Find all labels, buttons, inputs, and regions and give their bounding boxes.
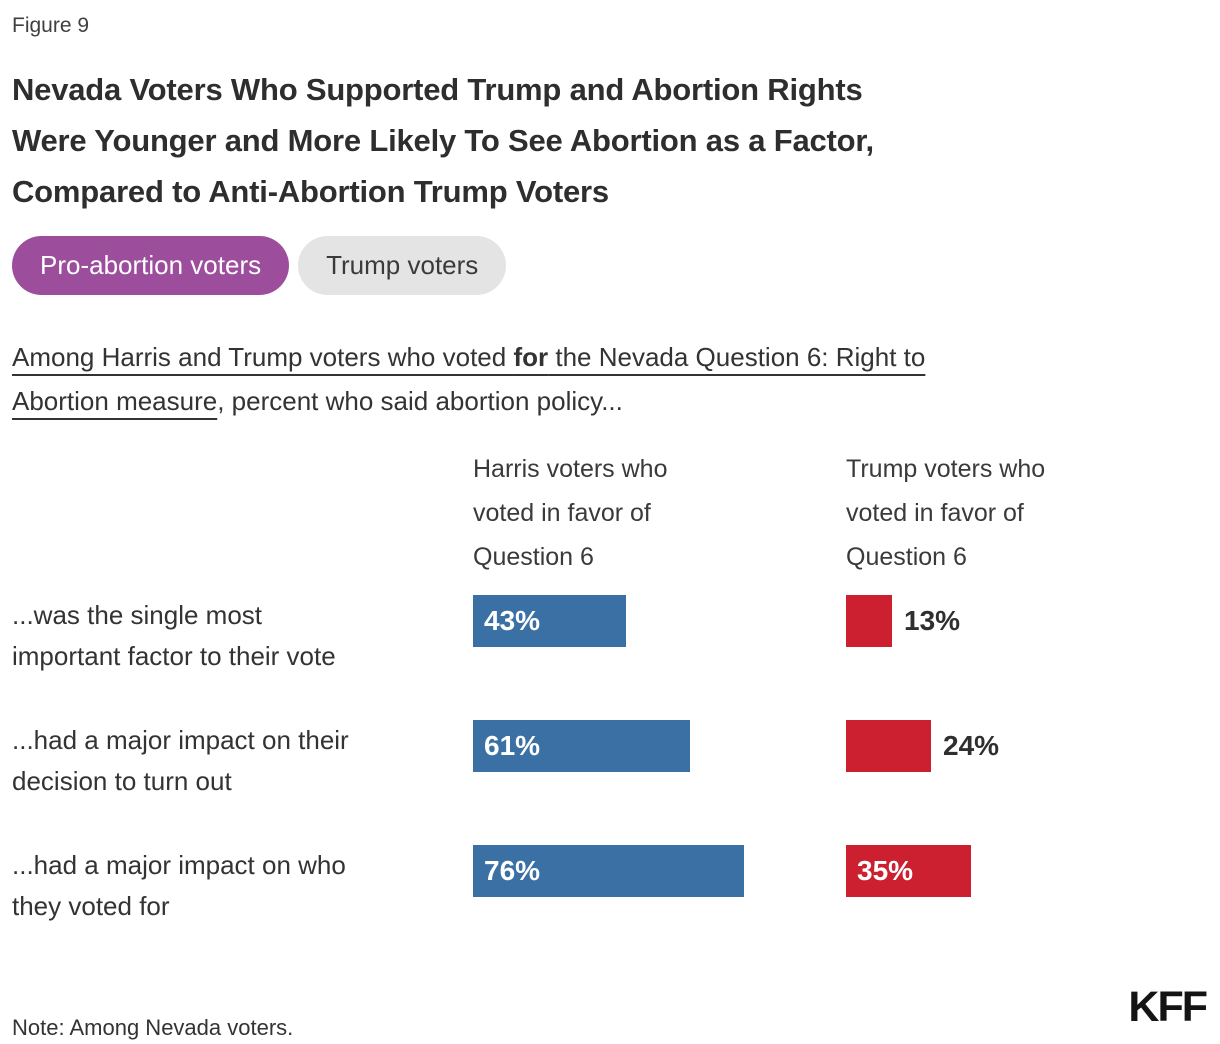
tab-trump-voters-label: Trump voters — [326, 250, 479, 280]
view-tabs: Pro-abortion voters Trump voters — [12, 236, 1206, 295]
bar-harris-vote-choice-impact: 76% — [473, 845, 846, 897]
column-header-trump: Trump voters who voted in favor of Quest… — [846, 455, 1046, 571]
chart-row-turnout-impact: ...had a major impact on their decision … — [12, 720, 1206, 802]
column-header-harris: Harris voters who voted in favor of Ques… — [473, 455, 668, 571]
tab-pro-abortion-voters-label: Pro-abortion voters — [40, 250, 262, 280]
bar-rect — [473, 845, 744, 897]
chart-note: Note: Among Nevada voters. — [12, 1015, 294, 1040]
bar-rect — [846, 595, 892, 647]
subtitle-rest: , percent who said abortion policy... — [217, 386, 623, 416]
column-headers: Harris voters who voted in favor of Ques… — [12, 447, 1206, 579]
tab-pro-abortion-voters[interactable]: Pro-abortion voters — [12, 236, 290, 295]
bar-rect — [473, 720, 690, 772]
kff-logo: KFF — [1128, 983, 1208, 1031]
bar-harris-single-most-important: 43% — [473, 595, 846, 647]
bar-rect — [473, 595, 626, 647]
row-label-vote-choice-impact: ...had a major impact on who they voted … — [12, 850, 346, 921]
bar-value-label: 35% — [857, 855, 914, 886]
bar-rect — [846, 720, 931, 772]
subtitle-underlined-line2: Abortion measure — [12, 386, 218, 416]
title-line-2: Were Younger and More Likely To See Abor… — [12, 123, 874, 158]
chart-rows: ...was the single most important factor … — [12, 595, 1206, 927]
bar-value-label: 24% — [943, 730, 1000, 761]
bar-trump-turnout-impact: 24% — [846, 720, 1206, 772]
row-label-single-most-important: ...was the single most important factor … — [12, 600, 336, 671]
bar-trump-single-most-important: 13% — [846, 595, 1206, 647]
bar-trump-vote-choice-impact: 35% — [846, 845, 1206, 897]
bar-value-label: 61% — [484, 730, 541, 761]
chart-row-single-most-important: ...was the single most important factor … — [12, 595, 1206, 677]
chart-subtitle: Among Harris and Trump voters who voted … — [12, 335, 1206, 423]
title-line-1: Nevada Voters Who Supported Trump and Ab… — [12, 72, 863, 107]
tab-trump-voters[interactable]: Trump voters — [298, 236, 507, 295]
bar-value-label: 76% — [484, 855, 541, 886]
bar-value-label: 43% — [484, 605, 541, 636]
bar-rect — [846, 845, 971, 897]
chart-row-vote-choice-impact: ...had a major impact on who they voted … — [12, 845, 1206, 927]
title-line-3: Compared to Anti-Abortion Trump Voters — [12, 174, 609, 209]
column-header-spacer — [12, 447, 473, 579]
bar-harris-turnout-impact: 61% — [473, 720, 846, 772]
figure-label: Figure 9 — [12, 14, 90, 37]
page-title: Nevada Voters Who Supported Trump and Ab… — [12, 64, 1206, 217]
row-label-turnout-impact: ...had a major impact on their decision … — [12, 725, 349, 796]
subtitle-underlined-line1: Among Harris and Trump voters who voted … — [12, 342, 926, 372]
bar-value-label: 13% — [904, 605, 961, 636]
